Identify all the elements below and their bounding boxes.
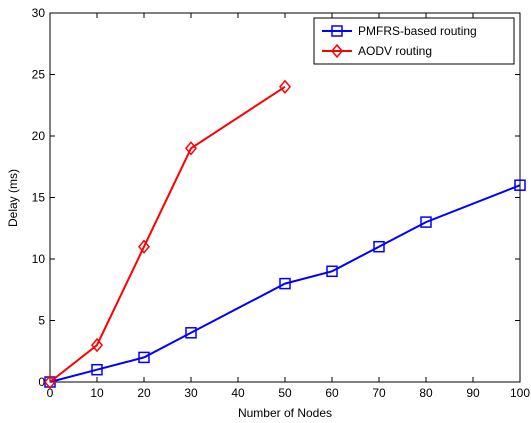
x-tick-label: 60	[325, 386, 339, 400]
legend-marker	[331, 43, 343, 59]
series-layer	[44, 79, 526, 390]
y-tick-label: 20	[32, 129, 46, 143]
legend-label: PMFRS-based routing	[358, 24, 477, 38]
x-tick-label: 20	[137, 386, 151, 400]
y-tick-label: 30	[32, 6, 46, 20]
x-tick-label: 10	[90, 386, 104, 400]
data-point	[420, 216, 432, 228]
data-point	[279, 79, 291, 94]
y-tick-label: 10	[32, 252, 46, 266]
x-tick-label: 100	[510, 386, 530, 400]
series-line	[49, 85, 286, 383]
legend-box	[313, 17, 515, 65]
x-tick-label: 50	[278, 386, 292, 400]
y-tick-label: 25	[32, 68, 46, 82]
x-tick-label: 80	[419, 386, 433, 400]
axes: 0 10 20 30 40 50 60 70 80 90 100 0 5 10 15 20 25 30	[32, 6, 531, 400]
x-tick-label: 70	[372, 386, 386, 400]
data-point	[91, 337, 103, 353]
y-tick-label: 5	[38, 314, 45, 328]
series-2	[44, 79, 291, 390]
data-point	[138, 351, 150, 364]
x-axis-label: Number of Nodes	[238, 406, 332, 420]
data-point	[138, 239, 150, 254]
data-point	[44, 374, 56, 390]
data-point	[326, 265, 338, 278]
data-point	[279, 277, 291, 290]
x-tick-label: 30	[184, 386, 198, 400]
legend: PMFRS-based routing AODV routing	[313, 17, 515, 65]
legend-marker	[331, 25, 343, 37]
data-point	[373, 240, 385, 253]
series-line	[49, 184, 521, 383]
data-point	[185, 141, 197, 156]
data-point	[91, 363, 103, 376]
y-tick-label: 15	[32, 191, 46, 205]
data-point	[514, 179, 526, 191]
y-tick-label: 0	[38, 375, 45, 389]
legend-label: AODV routing	[358, 44, 432, 58]
data-point	[185, 327, 197, 339]
x-tick-label: 0	[47, 386, 54, 400]
x-tick-label: 40	[231, 386, 245, 400]
plot-area	[49, 12, 521, 383]
y-axis-label: Delay (ms)	[6, 169, 20, 227]
x-tick-label: 90	[466, 386, 480, 400]
